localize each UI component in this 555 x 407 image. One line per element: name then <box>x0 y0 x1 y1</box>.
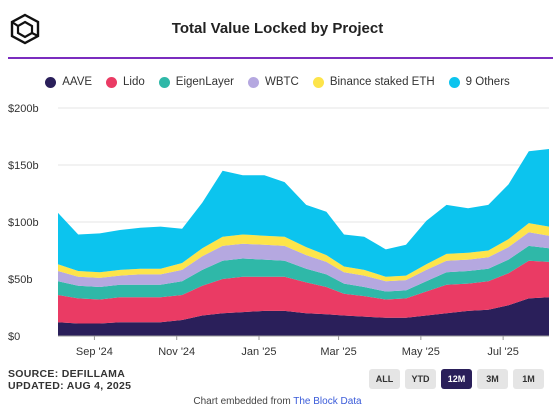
legend-item[interactable]: EigenLayer <box>158 76 234 88</box>
legend-item[interactable]: WBTC <box>247 76 299 88</box>
legend-swatch <box>106 76 118 88</box>
cube-logo-icon <box>10 13 40 45</box>
legend-label: 9 Others <box>465 76 510 88</box>
area-series-eigenlayer <box>58 245 549 300</box>
source-text: SOURCE: DEFILLAMA <box>8 368 126 380</box>
legend-item[interactable]: Lido <box>106 76 145 88</box>
y-tick-label: $50b <box>8 274 32 286</box>
embed-credit: Chart embedded from The Block Data <box>0 396 555 407</box>
area-series-9-others <box>58 149 549 277</box>
range-button-ytd[interactable]: YTD <box>405 369 436 389</box>
chart-legend: AAVE Lido EigenLayer WBTC Binance staked ETH… <box>0 76 555 88</box>
legend-item[interactable]: 9 Others <box>448 76 510 88</box>
legend-label: EigenLayer <box>175 76 234 88</box>
x-tick-label: Jul '25 <box>487 346 518 358</box>
embed-link[interactable]: The Block Data <box>293 396 362 407</box>
chart-header: Total Value Locked by Project <box>0 0 555 57</box>
area-series-wbtc <box>58 232 549 292</box>
legend-label: AAVE <box>62 76 93 88</box>
legend-label: WBTC <box>264 76 299 88</box>
embed-prefix: Chart embedded from <box>193 396 294 407</box>
area-series-binance-staked-eth <box>58 223 549 282</box>
legend-item[interactable]: Binance staked ETH <box>312 76 435 88</box>
legend-swatch <box>312 76 324 88</box>
area-series-lido <box>58 260 549 324</box>
legend-item[interactable]: AAVE <box>45 76 92 88</box>
range-button-all[interactable]: ALL <box>369 369 400 389</box>
area-series-aave <box>58 297 549 336</box>
range-button-3m[interactable]: 3M <box>477 369 508 389</box>
y-tick-label: $200b <box>8 103 39 115</box>
legend-swatch <box>158 76 170 88</box>
chart-title: Total Value Locked by Project <box>171 20 384 37</box>
y-tick-label: $150b <box>8 160 39 172</box>
x-tick-label: Sep '24 <box>76 346 113 358</box>
legend-swatch <box>247 76 259 88</box>
range-button-12m[interactable]: 12M <box>441 369 472 389</box>
range-selector: ALL YTD 12M 3M 1M <box>369 369 544 389</box>
x-tick-label: Jan '25 <box>241 346 276 358</box>
updated-text: UPDATED: AUG 4, 2025 <box>8 380 132 392</box>
legend-label: Binance staked ETH <box>329 76 435 88</box>
title-divider <box>8 57 553 59</box>
legend-label: Lido <box>123 76 145 88</box>
x-tick-label: Nov '24 <box>158 346 195 358</box>
x-tick-label: Mar '25 <box>320 346 356 358</box>
legend-swatch <box>45 76 57 88</box>
range-button-1m[interactable]: 1M <box>513 369 544 389</box>
x-tick-label: May '25 <box>402 346 440 358</box>
y-tick-label: $100b <box>8 217 39 229</box>
legend-swatch <box>448 76 460 88</box>
stacked-area-chart: $0 $50b $100b $150b $200b Sep '24 Nov '24 Jan '… <box>8 103 549 358</box>
source-note: SOURCE: DEFILLAMA UPDATED: AUG 4, 2025 <box>8 368 131 392</box>
y-tick-label: $0 <box>8 331 20 343</box>
